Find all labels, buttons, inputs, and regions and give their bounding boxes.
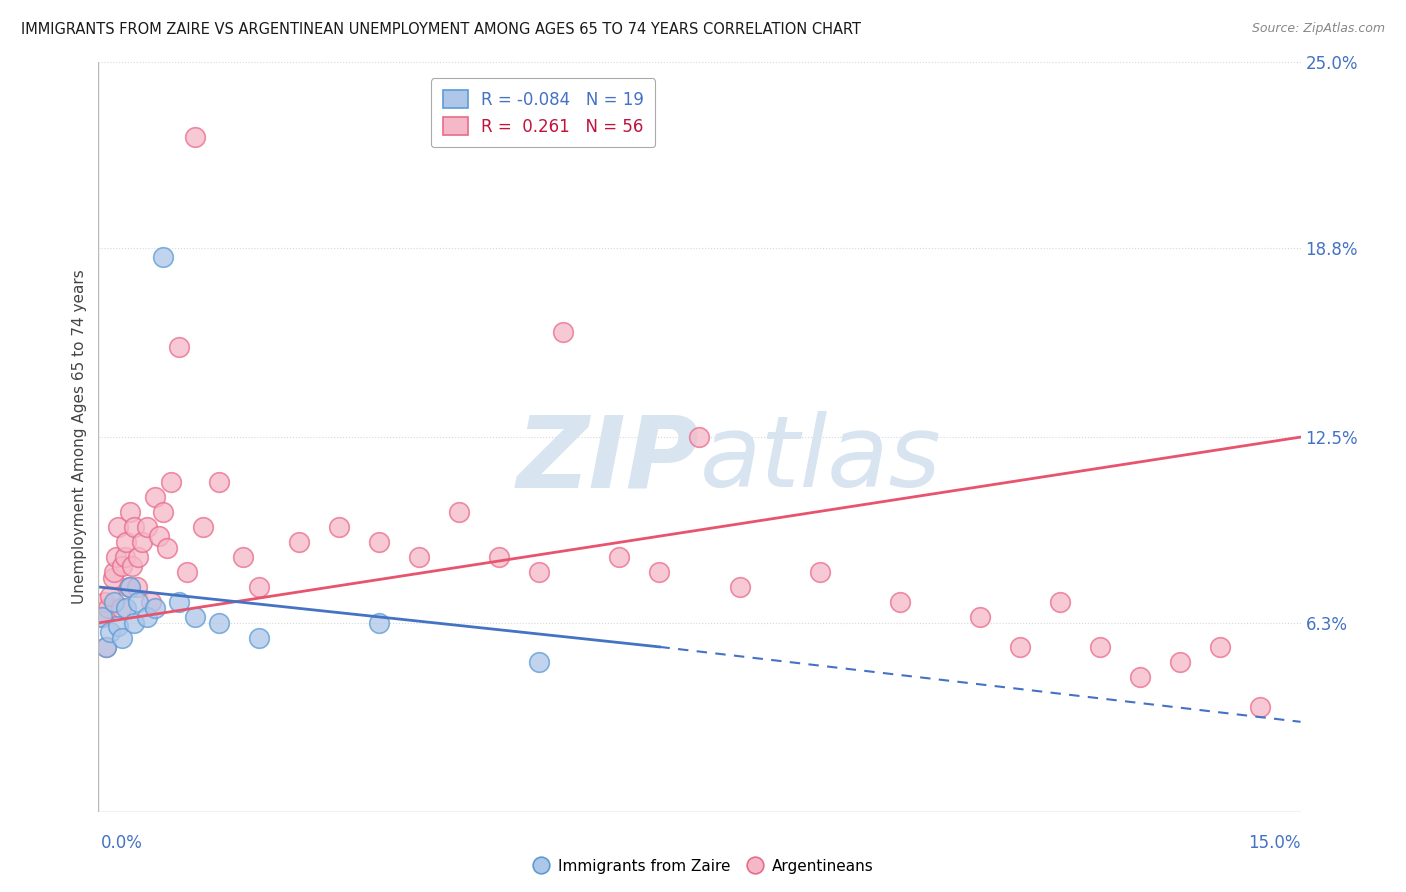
Point	[118, 580, 141, 594]
Point	[143, 490, 166, 504]
Point	[96, 640, 118, 654]
Point	[208, 475, 231, 489]
Point	[408, 549, 430, 564]
Point	[120, 580, 142, 594]
Point	[191, 520, 214, 534]
Point	[328, 520, 350, 534]
Point	[135, 610, 157, 624]
Point	[529, 655, 551, 669]
Point	[159, 475, 181, 489]
Point	[176, 565, 198, 579]
Point	[1008, 640, 1031, 654]
Point	[94, 595, 117, 609]
Point	[208, 615, 231, 630]
Point	[103, 595, 125, 609]
Point	[114, 549, 136, 564]
Text: IMMIGRANTS FROM ZAIRE VS ARGENTINEAN UNEMPLOYMENT AMONG AGES 65 TO 74 YEARS CORR: IMMIGRANTS FROM ZAIRE VS ARGENTINEAN UNE…	[21, 22, 860, 37]
Point	[167, 340, 190, 354]
Text: Source: ZipAtlas.com: Source: ZipAtlas.com	[1251, 22, 1385, 36]
Point	[148, 529, 170, 543]
Point	[808, 565, 831, 579]
Point	[103, 565, 125, 579]
Point	[1170, 655, 1192, 669]
Point	[110, 601, 132, 615]
Text: atlas: atlas	[699, 411, 941, 508]
Point	[553, 325, 575, 339]
Point	[155, 541, 177, 555]
Point	[688, 430, 710, 444]
Point	[183, 130, 205, 145]
Point	[139, 595, 162, 609]
Point	[1209, 640, 1232, 654]
Point	[488, 549, 510, 564]
Point	[728, 580, 751, 594]
Point	[131, 535, 153, 549]
Point	[609, 549, 631, 564]
Point	[287, 535, 309, 549]
Point	[368, 535, 391, 549]
Point	[247, 580, 270, 594]
Point	[124, 615, 146, 630]
Text: 0.0%: 0.0%	[101, 834, 143, 852]
Point	[183, 610, 205, 624]
Point	[120, 505, 142, 519]
Point	[152, 250, 174, 264]
Point	[529, 565, 551, 579]
Point	[100, 589, 122, 603]
Point	[368, 615, 391, 630]
Point	[1129, 670, 1152, 684]
Point	[143, 601, 166, 615]
Point	[115, 535, 138, 549]
Point	[100, 624, 122, 639]
Point	[121, 558, 143, 573]
Point	[107, 619, 129, 633]
Point	[125, 580, 148, 594]
Point	[91, 610, 114, 624]
Point	[111, 558, 134, 573]
Point	[91, 610, 114, 624]
Legend: R = -0.084   N = 19, R =  0.261   N = 56: R = -0.084 N = 19, R = 0.261 N = 56	[430, 78, 655, 147]
Point	[167, 595, 190, 609]
Point	[107, 520, 129, 534]
Point	[96, 640, 118, 654]
Point	[105, 549, 128, 564]
Point	[1088, 640, 1111, 654]
Point	[648, 565, 671, 579]
Point	[447, 505, 470, 519]
Point	[101, 571, 124, 585]
Point	[128, 549, 150, 564]
Point	[1250, 699, 1272, 714]
Y-axis label: Unemployment Among Ages 65 to 74 years: Unemployment Among Ages 65 to 74 years	[72, 269, 87, 605]
Point	[124, 520, 146, 534]
Point	[128, 595, 150, 609]
Point	[152, 505, 174, 519]
Point	[111, 631, 134, 645]
Legend: Immigrants from Zaire, Argentineans: Immigrants from Zaire, Argentineans	[526, 853, 880, 880]
Point	[889, 595, 911, 609]
Point	[232, 549, 254, 564]
Text: 15.0%: 15.0%	[1249, 834, 1301, 852]
Text: ZIP: ZIP	[516, 411, 699, 508]
Point	[135, 520, 157, 534]
Point	[97, 601, 120, 615]
Point	[247, 631, 270, 645]
Point	[1049, 595, 1071, 609]
Point	[115, 601, 138, 615]
Point	[969, 610, 991, 624]
